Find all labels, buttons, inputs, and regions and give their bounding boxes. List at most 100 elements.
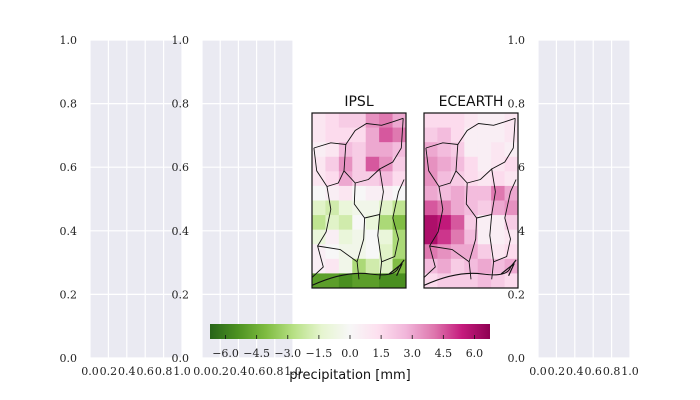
colorbar-tick-label: −1.5 [306,347,333,360]
heatmap-cell [338,258,353,274]
map-frame [311,112,407,289]
heatmap-cell [464,171,479,187]
panel-background [202,40,293,358]
heatmap-cell [437,200,452,216]
heatmap-cell [312,127,326,143]
y-tick-label: 0.8 [172,98,190,111]
heatmap-cell [491,229,505,245]
heatmap-cell [504,127,519,143]
x-tick-label: 0.2 [548,365,566,378]
x-tick-label: 0.6 [136,365,154,378]
heatmap-cell [365,171,380,187]
heatmap-cell [325,113,340,128]
colorbar-tick-label: 6.0 [466,347,484,360]
heatmap-cell [352,258,367,274]
heatmap-cell [491,113,505,128]
y-tick-label: 1.0 [172,34,190,47]
heatmap-cell [464,156,479,172]
heatmap-cell [312,273,326,289]
heatmap-cell [504,273,519,289]
heatmap-cell [365,258,380,274]
heatmap-cell [338,200,353,216]
heatmap-cell [464,215,479,231]
heatmap-cell [379,142,393,158]
country-border [381,179,405,263]
map-frame [423,112,519,289]
heatmap-cell [477,273,492,289]
heatmap-cell [504,215,519,231]
heatmap-cell [338,127,353,143]
heatmap-cell [392,142,407,158]
heatmap-cell [504,244,519,260]
x-tick-label: 0.6 [248,365,266,378]
heatmap-cell [325,244,340,260]
heatmap-cell [392,113,407,128]
heatmap-cell [491,273,505,289]
y-tick-label: 0.4 [60,225,78,238]
heatmap-cell [477,185,492,201]
heatmap-cell [464,142,479,158]
heatmap-cell [504,142,519,158]
heatmap-cell [352,215,367,231]
heatmap-cell [325,171,340,187]
heatmap-cell [450,258,465,274]
colorbar-tick-label: 4.5 [435,347,453,360]
heatmap-cell [379,244,393,260]
panel-background [90,40,182,358]
heatmap-cell [477,127,492,143]
heatmap-cell [464,185,479,201]
heatmap-cell [477,142,492,158]
heatmap-cell [365,142,380,158]
x-tick-label: 1.0 [284,365,302,378]
heatmap-cell [477,200,492,216]
heatmap-cell [338,156,353,172]
heatmap-cell [379,273,393,289]
heatmap-cell [365,215,380,231]
heatmap-cell [365,244,380,260]
heatmap-cell [437,127,452,143]
heatmap-cell [491,142,505,158]
heatmap-cell [424,127,438,143]
heatmap-cell [424,185,438,201]
heatmap-cell [477,258,492,274]
country-border [489,214,495,280]
heatmap-cell [365,113,380,128]
heatmap-cell [450,171,465,187]
heatmap-cell [477,171,492,187]
heatmap-cell [504,156,519,172]
heatmap-cell [491,215,505,231]
colorbar-tick-label: 1.5 [372,347,390,360]
heatmap-cell [338,185,353,201]
x-tick-label: 0.6 [584,365,602,378]
heatmap-cell [312,142,326,158]
country-border [355,168,381,184]
heatmap-cell [491,171,505,187]
x-tick-label: 0.4 [566,365,584,378]
map-title-ipsl: IPSL [344,94,373,110]
heatmap-cell [450,244,465,260]
x-tick-label: 1.0 [173,365,191,378]
heatmap-cell [379,229,393,245]
heatmap-cell [379,171,393,187]
heatmap-cell [365,273,380,289]
country-border [467,168,493,184]
heatmap-cell [424,113,438,128]
colorbar-gradient [210,324,490,339]
heatmap-cell [365,229,380,245]
heatmap-cell [464,244,479,260]
heatmap-cell [450,156,465,172]
heatmap-cell [450,200,465,216]
x-tick-label: 0.8 [266,365,284,378]
heatmap-cell [424,273,438,289]
colorbar: −6.0 −4.5 −3.0 −1.5 0.0 1.5 3.0 4.5 6.0 precipita… [210,324,490,383]
heatmap-cell [392,273,407,289]
heatmap-cell [504,113,519,128]
heatmap-cell [379,127,393,143]
heatmap-cell [504,185,519,201]
x-tick-label: 0.0 [529,365,547,378]
heatmap-cell [424,229,438,245]
heatmap-cell [312,185,326,201]
y-tick-label: 1.0 [60,34,78,47]
y-tick-label: 1.0 [508,34,526,47]
